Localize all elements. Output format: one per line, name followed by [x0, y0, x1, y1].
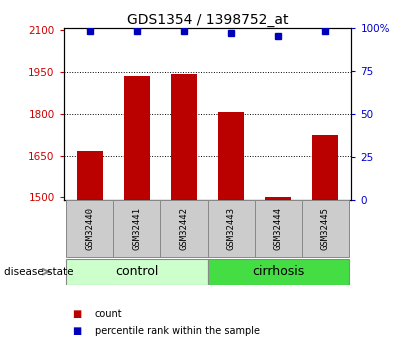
Text: GSM32441: GSM32441: [132, 207, 141, 250]
Bar: [266, 197, 291, 200]
Bar: [77, 151, 103, 200]
Bar: [218, 112, 244, 200]
Text: GSM32444: GSM32444: [274, 207, 283, 250]
Bar: [208, 259, 349, 285]
Bar: [302, 200, 349, 257]
Text: control: control: [115, 265, 159, 278]
Text: ■: ■: [72, 326, 81, 336]
Text: GSM32442: GSM32442: [180, 207, 189, 250]
Bar: [160, 200, 208, 257]
Bar: [113, 200, 160, 257]
Bar: [124, 76, 150, 200]
Text: GSM32443: GSM32443: [226, 207, 236, 250]
Title: GDS1354 / 1398752_at: GDS1354 / 1398752_at: [127, 12, 288, 27]
Text: ■: ■: [72, 309, 81, 319]
Bar: [312, 135, 338, 200]
Bar: [255, 200, 302, 257]
Text: GSM32440: GSM32440: [85, 207, 94, 250]
Bar: [208, 200, 255, 257]
Text: count: count: [95, 309, 122, 319]
Bar: [66, 200, 113, 257]
Text: percentile rank within the sample: percentile rank within the sample: [95, 326, 259, 336]
Bar: [171, 73, 197, 200]
Bar: [66, 259, 208, 285]
Text: cirrhosis: cirrhosis: [252, 265, 305, 278]
Text: GSM32445: GSM32445: [321, 207, 330, 250]
Text: disease state: disease state: [4, 267, 74, 277]
